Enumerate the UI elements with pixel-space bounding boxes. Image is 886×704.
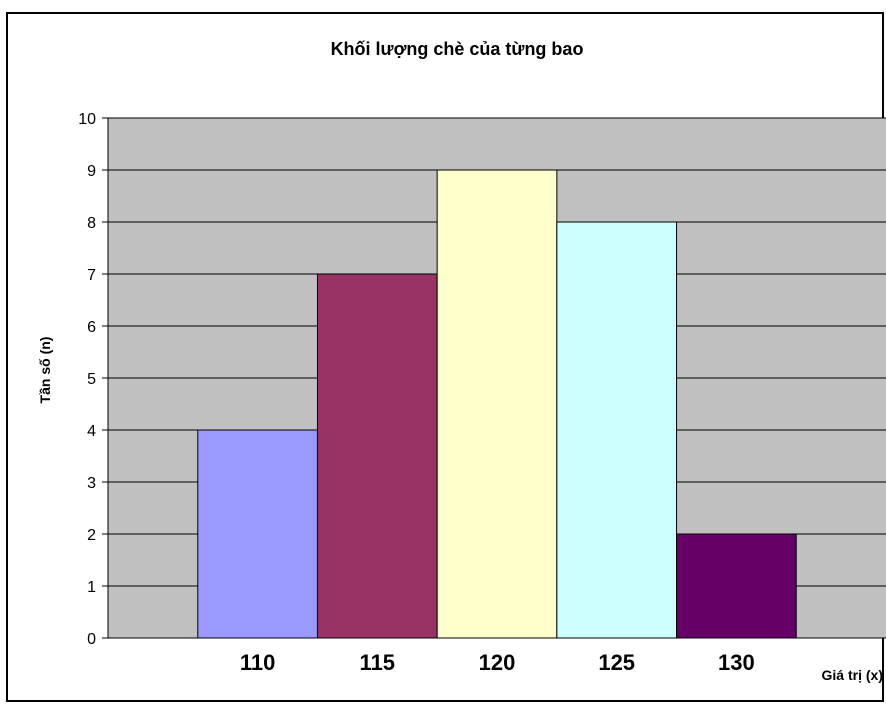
bar-110 <box>197 429 318 639</box>
y-tick-label: 4 <box>87 423 96 440</box>
bar-120 <box>436 169 558 639</box>
y-tick-label: 2 <box>87 527 96 544</box>
bar-115 <box>316 273 438 639</box>
y-axis-ticks: 0 1 2 3 4 5 6 7 8 9 10 <box>78 111 108 648</box>
x-category-label: 120 <box>479 650 516 675</box>
x-category-label: 130 <box>718 650 755 675</box>
bars <box>197 169 797 639</box>
y-tick-label: 0 <box>87 631 96 648</box>
x-category-label: 115 <box>360 650 396 675</box>
y-tick-label: 10 <box>78 111 96 128</box>
y-tick-label: 8 <box>87 215 96 232</box>
y-tick-label: 6 <box>87 319 96 336</box>
x-category-label: 110 <box>240 650 276 675</box>
y-tick-label: 7 <box>87 267 96 284</box>
y-tick-label: 3 <box>87 475 96 492</box>
chart-title: Khối lượng chè của từng bao <box>331 39 584 59</box>
bar-125 <box>556 221 678 639</box>
y-tick-label: 1 <box>87 579 96 596</box>
y-axis-label: Tần số (n) <box>37 337 53 404</box>
y-tick-label: 5 <box>87 371 96 388</box>
x-axis-label: Giá trị (x) <box>822 667 883 683</box>
y-tick-label: 9 <box>87 163 96 180</box>
x-axis-categories: 110 115 120 125 130 <box>240 650 755 675</box>
x-category-label: 125 <box>598 650 635 675</box>
bar-130 <box>676 533 797 639</box>
